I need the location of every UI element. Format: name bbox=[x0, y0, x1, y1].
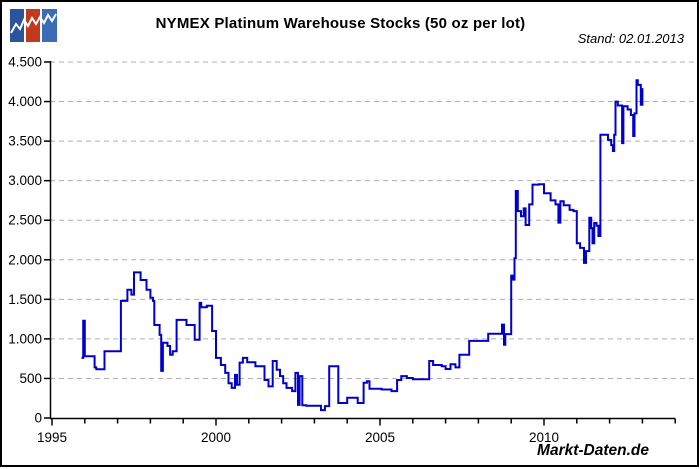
y-tick-label: 1.000 bbox=[8, 331, 42, 346]
y-tick-label: 1.500 bbox=[8, 292, 42, 307]
series-line bbox=[81, 79, 644, 412]
y-tick-label: 2.000 bbox=[8, 252, 42, 267]
markt-daten-logo bbox=[10, 9, 57, 42]
y-tick-label: 3.000 bbox=[8, 173, 42, 188]
y-tick-label: 3.500 bbox=[8, 134, 42, 149]
gridlines bbox=[50, 61, 694, 379]
as-of-date: Stand: 02.01.2013 bbox=[577, 31, 684, 46]
x-axis: 1995 2000 2005 2010 bbox=[37, 417, 676, 445]
y-axis: 0 500 1.000 1.500 2.000 2.500 3.000 3.500 4.000 4… bbox=[8, 55, 52, 426]
y-tick-label: 4.000 bbox=[8, 94, 42, 109]
x-tick-label: 1995 bbox=[37, 430, 67, 445]
y-tick-label: 2.500 bbox=[8, 213, 42, 228]
logo-bar-middle bbox=[26, 9, 40, 42]
y-tick-label: 500 bbox=[19, 371, 42, 386]
chart-title: NYMEX Platinum Warehouse Stocks (50 oz p… bbox=[155, 15, 526, 32]
x-tick-label: 2010 bbox=[529, 430, 559, 445]
x-tick-label: 2005 bbox=[365, 430, 395, 445]
source-watermark: Markt-Daten.de bbox=[537, 442, 649, 459]
logo-zigzag-line-icon bbox=[10, 13, 57, 34]
y-tick-label: 0 bbox=[34, 411, 42, 426]
x-tick-label: 2000 bbox=[201, 430, 231, 445]
y-tick-label: 4.500 bbox=[8, 55, 42, 70]
